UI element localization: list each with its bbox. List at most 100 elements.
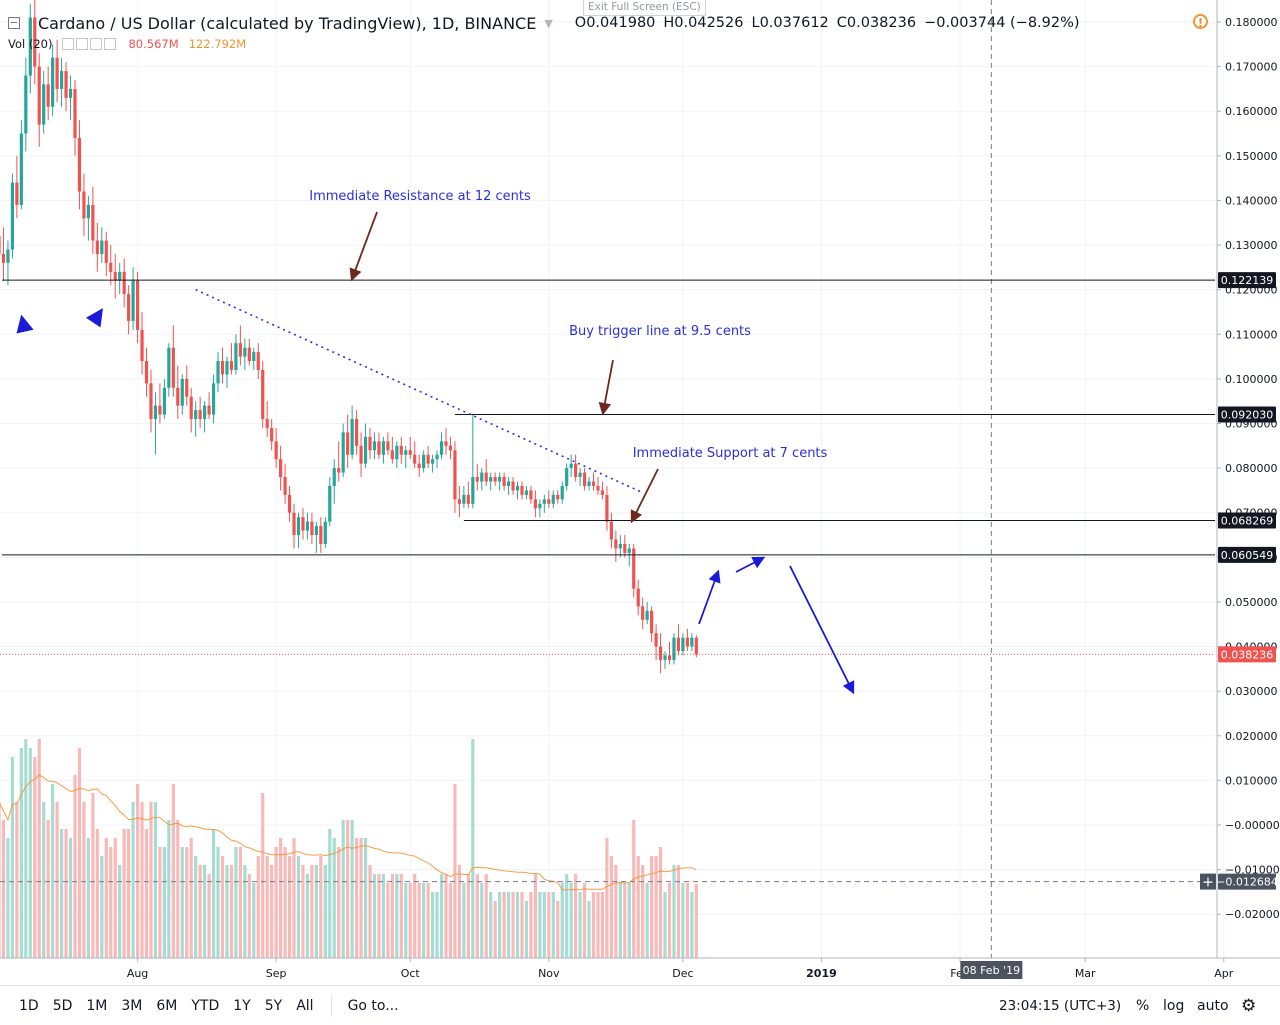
percent-scale-button[interactable]: %	[1136, 997, 1150, 1014]
annotation-arrow	[630, 468, 659, 524]
x-tick-label: 2019	[806, 967, 837, 980]
candle-body	[296, 517, 301, 536]
candle-body	[274, 441, 278, 460]
candle-body	[350, 419, 354, 455]
range-ytd[interactable]: YTD	[191, 997, 220, 1014]
add-icon[interactable]	[90, 38, 103, 50]
candle-body	[91, 204, 95, 241]
candle-body	[654, 633, 658, 647]
volume-bar	[386, 883, 390, 958]
candle-body	[162, 387, 166, 415]
candle-body	[390, 450, 394, 460]
volume-bar	[502, 892, 506, 958]
auto-scale-button[interactable]: auto	[1197, 997, 1229, 1014]
volume-bar	[569, 883, 573, 958]
volume-bar	[448, 883, 453, 958]
volume-bar	[229, 865, 234, 958]
volume-bar	[506, 892, 511, 958]
drawings-layer: Immediate Resistance at 12 cents Buy trig…	[0, 0, 1215, 958]
volume-label[interactable]: Vol (20)	[8, 37, 53, 51]
chart-axes: 0.180000 0.170000 0.160000 0.150000 0.140000…	[0, 0, 1280, 980]
candle-body	[538, 503, 542, 509]
volume-bar	[560, 883, 564, 958]
annotation-text: Immediate Resistance at 12 cents	[309, 189, 531, 204]
remove-icon[interactable]	[104, 38, 117, 50]
volume-bar	[19, 748, 23, 958]
goto-button[interactable]: Go to...	[347, 997, 399, 1014]
volume-bar	[596, 892, 600, 958]
y-tick-label: 0.180000	[1225, 16, 1278, 29]
volume-value: 80.567M	[128, 37, 179, 51]
volume-bar	[198, 865, 202, 958]
range-all[interactable]: All	[296, 997, 314, 1014]
volume-moving-average	[0, 774, 697, 891]
candle-body	[533, 499, 537, 509]
exit-fullscreen-button[interactable]: Exit Full Screen (ESC)	[583, 0, 706, 16]
volume-bar	[252, 883, 256, 958]
candle-body	[113, 271, 117, 281]
candle-body	[381, 441, 386, 455]
range-5d[interactable]: 5D	[52, 997, 73, 1014]
eye-icon[interactable]	[62, 38, 75, 50]
range-6m[interactable]: 6M	[156, 997, 178, 1014]
gear-icon[interactable]: ⚙	[1241, 995, 1257, 1016]
range-3m[interactable]: 3M	[121, 997, 143, 1014]
volume-bar	[363, 838, 368, 958]
price-chart[interactable]: Immediate Resistance at 12 cents Buy trig…	[0, 0, 1280, 985]
volume-bar	[265, 856, 269, 958]
log-scale-button[interactable]: log	[1163, 997, 1185, 1014]
volume-bar	[59, 829, 64, 958]
symbol-title[interactable]: Cardano / US Dollar (calculated by Tradi…	[38, 13, 537, 33]
volume-bar	[538, 892, 542, 958]
range-1m[interactable]: 1M	[86, 997, 108, 1014]
settings-icon[interactable]	[76, 38, 89, 50]
volume-bar	[171, 784, 175, 958]
range-1y[interactable]: 1Y	[233, 997, 251, 1014]
volume-bar	[33, 757, 37, 958]
volume-bar	[328, 829, 332, 958]
candle-body	[127, 294, 131, 321]
volume-bar	[64, 829, 68, 958]
collapse-legend-button[interactable]	[8, 17, 20, 29]
volume-bar	[636, 856, 640, 958]
candle-body	[386, 441, 390, 451]
range-5y[interactable]: 5Y	[264, 997, 283, 1014]
volume-bar	[225, 865, 229, 958]
volume-bar	[292, 838, 296, 958]
volume-bar	[51, 784, 55, 958]
volume-bar	[287, 856, 292, 958]
volume-bar	[618, 883, 622, 958]
annotation-arrow	[598, 359, 614, 416]
candle-body	[149, 383, 153, 420]
volume-bar	[350, 820, 354, 958]
exclamation-icon[interactable]: !	[1193, 14, 1208, 30]
y-tick-label: 0.130000	[1225, 239, 1278, 252]
volume-bar	[162, 847, 166, 958]
volume-bar	[578, 892, 582, 958]
volume-bar	[100, 856, 104, 958]
chevron-down-icon[interactable]: ▼	[544, 16, 553, 30]
candle-body	[225, 361, 229, 375]
volume-bar	[587, 901, 591, 958]
range-1d[interactable]: 1D	[19, 997, 39, 1014]
volume-bar	[372, 874, 377, 958]
candle-body	[10, 182, 15, 250]
candle-body	[355, 419, 359, 446]
y-tick-label: 0.140000	[1225, 194, 1278, 207]
volume-bar	[122, 829, 126, 958]
candle-body	[368, 436, 372, 451]
volume-bar	[158, 847, 162, 958]
clock[interactable]: 23:04:15 (UTC+3)	[999, 997, 1122, 1014]
y-tick-label: 0.150000	[1225, 150, 1278, 163]
volume-bar	[390, 874, 394, 958]
volume-bar	[471, 739, 475, 958]
volume-bar	[489, 892, 493, 958]
volume-bar	[520, 892, 524, 958]
volume-bar	[140, 802, 144, 958]
volume-bar	[104, 838, 108, 958]
volume-bar	[283, 847, 287, 958]
projection-arrow	[16, 314, 34, 334]
projection-arrow	[85, 308, 103, 328]
candle-body	[466, 494, 470, 504]
volume-bar	[574, 874, 578, 958]
